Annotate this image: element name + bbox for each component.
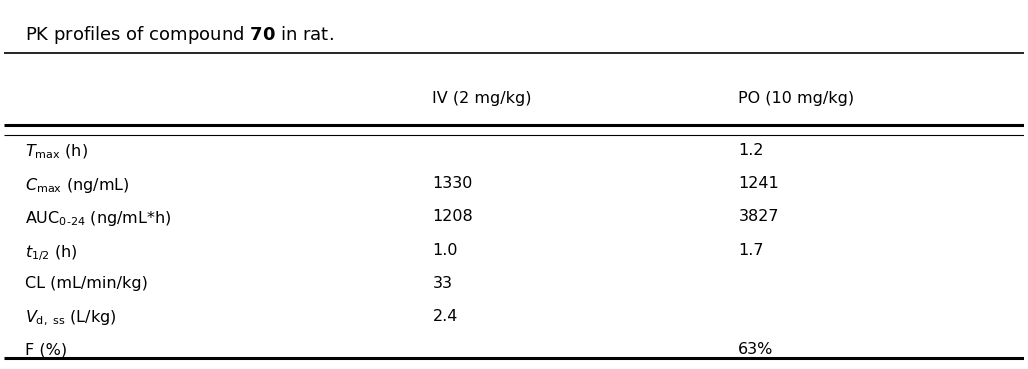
- Text: PO (10 mg/kg): PO (10 mg/kg): [738, 91, 854, 106]
- Text: 1.7: 1.7: [738, 242, 764, 258]
- Text: $t_{1/2}$ (h): $t_{1/2}$ (h): [25, 242, 77, 263]
- Text: CL (mL/min/kg): CL (mL/min/kg): [25, 276, 147, 291]
- Text: $V_{\mathrm{d,\ ss}}$ (L/kg): $V_{\mathrm{d,\ ss}}$ (L/kg): [25, 309, 116, 328]
- Text: F (%): F (%): [25, 342, 67, 357]
- Text: $T_{\mathrm{max}}$ (h): $T_{\mathrm{max}}$ (h): [25, 143, 87, 161]
- Text: 1.2: 1.2: [738, 143, 764, 158]
- Text: 1.0: 1.0: [433, 242, 457, 258]
- Text: 3827: 3827: [738, 209, 779, 224]
- Text: $\mathrm{AUC}_{0\text{-}24}$ (ng/mL*h): $\mathrm{AUC}_{0\text{-}24}$ (ng/mL*h): [25, 209, 171, 228]
- Text: PK profiles of compound $\mathbf{70}$ in rat.: PK profiles of compound $\mathbf{70}$ in…: [25, 24, 333, 46]
- Text: $C_{\mathrm{max}}$ (ng/mL): $C_{\mathrm{max}}$ (ng/mL): [25, 176, 128, 195]
- Text: 63%: 63%: [738, 342, 774, 357]
- Text: 1241: 1241: [738, 176, 779, 191]
- Text: IV (2 mg/kg): IV (2 mg/kg): [433, 91, 531, 106]
- Text: 2.4: 2.4: [433, 309, 457, 324]
- Text: 1208: 1208: [433, 209, 473, 224]
- Text: 1330: 1330: [433, 176, 473, 191]
- Text: 33: 33: [433, 276, 452, 291]
